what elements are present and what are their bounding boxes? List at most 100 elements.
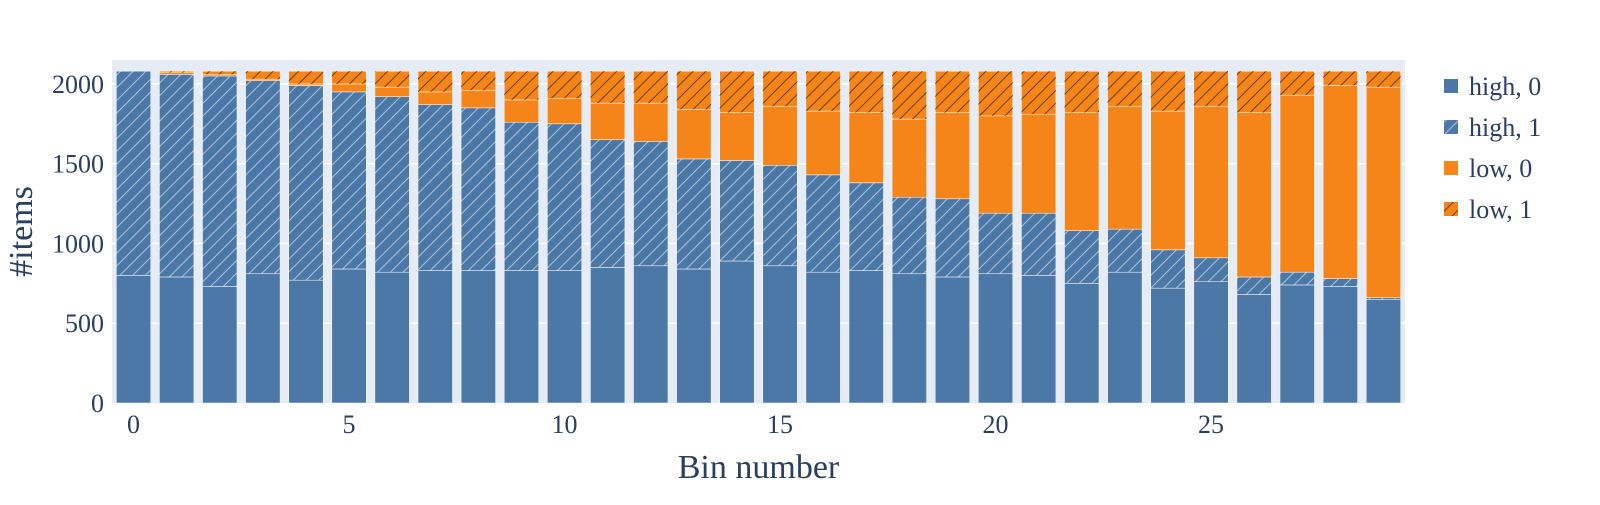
bar-high-1-bin-12-hatch <box>633 141 668 266</box>
legend[interactable]: high, 0 high, 1 low, 0 low, 1 <box>1444 72 1541 224</box>
bar-low-1-bin-2-hatch <box>202 71 237 75</box>
bar-low-0-bin-16[interactable] <box>805 110 841 176</box>
bar-low-0-bin-7[interactable] <box>417 91 453 105</box>
bar-low-0-bin-8[interactable] <box>460 90 496 109</box>
bar-high-0-bin-25[interactable] <box>1193 281 1229 404</box>
legend-label: low, 1 <box>1469 195 1532 224</box>
bar-high-0-bin-10[interactable] <box>547 270 583 404</box>
legend-swatch-hatch <box>1444 202 1458 216</box>
bar-high-1-bin-1-hatch <box>159 74 194 277</box>
bar-low-0-bin-26[interactable] <box>1236 112 1272 278</box>
bar-high-0-bin-15[interactable] <box>762 265 798 404</box>
bar-low-1-bin-11-hatch <box>590 71 625 104</box>
x-axis-title: Bin number <box>678 449 840 486</box>
bar-high-1-bin-21-hatch <box>1021 213 1056 276</box>
bar-low-1-bin-19-hatch <box>935 71 970 113</box>
legend-label: high, 0 <box>1469 72 1541 101</box>
bar-high-1-bin-8-hatch <box>461 107 496 271</box>
bar-high-0-bin-2[interactable] <box>202 286 238 404</box>
bar-high-0-bin-20[interactable] <box>978 273 1014 404</box>
bar-low-1-bin-16-hatch <box>805 71 841 112</box>
bar-high-0-bin-4[interactable] <box>288 279 324 404</box>
bar-low-0-bin-10[interactable] <box>547 98 583 125</box>
bar-high-0-bin-14[interactable] <box>719 260 755 404</box>
legend-swatch <box>1444 161 1458 175</box>
bar-low-1-bin-1-hatch <box>159 71 194 73</box>
bar-low-0-bin-27[interactable] <box>1279 94 1315 273</box>
plot-background <box>112 60 1405 403</box>
legend-item-high-0[interactable]: high, 0 <box>1444 72 1541 101</box>
bar-low-0-bin-22[interactable] <box>1064 112 1100 231</box>
bar-high-0-bin-6[interactable] <box>374 271 410 404</box>
legend-item-high-1[interactable]: high, 1 <box>1444 113 1541 142</box>
bar-high-0-bin-21[interactable] <box>1021 275 1057 404</box>
bar-high-0-bin-8[interactable] <box>460 270 496 404</box>
y-tick-labels: 0 500 1000 1500 2000 <box>52 70 104 418</box>
bar-high-0-bin-0[interactable] <box>116 275 152 404</box>
bar-high-1-bin-6-hatch <box>374 96 410 273</box>
bar-low-1-bin-21-hatch <box>1021 71 1056 115</box>
bar-high-1-bin-28-hatch <box>1323 278 1358 287</box>
bar-low-1-bin-22-hatch <box>1064 71 1099 113</box>
bar-low-0-bin-20[interactable] <box>978 115 1014 214</box>
x-tick-label: 0 <box>127 410 140 439</box>
bar-low-0-bin-15[interactable] <box>762 106 798 166</box>
bar-low-1-bin-7-hatch <box>418 71 453 92</box>
bar-high-1-bin-5-hatch <box>331 91 367 269</box>
bar-high-0-bin-26[interactable] <box>1236 294 1272 404</box>
y-tick-label: 500 <box>65 309 104 338</box>
legend-swatch <box>1444 79 1458 93</box>
bar-high-0-bin-1[interactable] <box>159 276 195 404</box>
bar-low-0-bin-17[interactable] <box>848 112 884 184</box>
bar-high-0-bin-5[interactable] <box>331 268 367 404</box>
bar-high-1-bin-26-hatch <box>1236 276 1272 295</box>
x-tick-label: 25 <box>1198 410 1224 439</box>
bar-low-0-bin-25[interactable] <box>1193 106 1229 259</box>
bar-low-0-bin-14[interactable] <box>719 112 755 161</box>
legend-item-low-0[interactable]: low, 0 <box>1444 154 1532 183</box>
bar-low-0-bin-9[interactable] <box>503 99 539 123</box>
bar-low-1-bin-3-hatch <box>245 71 281 80</box>
bar-high-1-bin-29-hatch <box>1366 297 1401 300</box>
bar-high-0-bin-7[interactable] <box>417 270 453 404</box>
bar-low-0-bin-29[interactable] <box>1365 86 1401 298</box>
x-tick-label: 5 <box>343 410 356 439</box>
bar-high-0-bin-9[interactable] <box>503 270 539 404</box>
bar-high-1-bin-17-hatch <box>849 182 884 271</box>
bar-low-0-bin-21[interactable] <box>1021 113 1057 214</box>
bar-low-0-bin-19[interactable] <box>934 112 970 200</box>
legend-item-low-1[interactable]: low, 1 <box>1444 195 1532 224</box>
bar-low-0-bin-12[interactable] <box>633 102 669 142</box>
bar-high-0-bin-12[interactable] <box>633 265 669 404</box>
bar-high-0-bin-19[interactable] <box>934 276 970 404</box>
bar-low-1-bin-23-hatch <box>1107 71 1143 107</box>
bar-low-0-bin-23[interactable] <box>1107 106 1143 230</box>
bar-low-1-bin-14-hatch <box>719 71 755 113</box>
bar-low-0-bin-5[interactable] <box>331 83 367 93</box>
bar-high-1-bin-0-hatch <box>116 71 151 276</box>
bar-high-0-bin-27[interactable] <box>1279 284 1315 404</box>
bar-low-0-bin-18[interactable] <box>891 118 927 198</box>
bar-high-1-bin-15-hatch <box>762 165 798 266</box>
bar-low-0-bin-28[interactable] <box>1322 85 1358 279</box>
bar-low-1-bin-27-hatch <box>1280 71 1315 96</box>
bar-low-0-bin-24[interactable] <box>1150 110 1186 251</box>
bar-high-0-bin-22[interactable] <box>1064 283 1100 404</box>
bar-low-0-bin-13[interactable] <box>676 109 712 160</box>
bar-low-0-bin-11[interactable] <box>590 102 626 141</box>
bar-high-0-bin-18[interactable] <box>891 273 927 404</box>
bar-high-0-bin-29[interactable] <box>1365 299 1401 404</box>
bar-low-1-bin-28-hatch <box>1323 71 1358 86</box>
bar-high-0-bin-17[interactable] <box>848 270 884 404</box>
bar-high-0-bin-23[interactable] <box>1107 271 1143 404</box>
bar-high-0-bin-24[interactable] <box>1150 287 1186 404</box>
bar-high-0-bin-28[interactable] <box>1322 286 1358 404</box>
bar-high-0-bin-11[interactable] <box>590 267 626 404</box>
bar-high-0-bin-3[interactable] <box>245 273 281 404</box>
bar-high-0-bin-13[interactable] <box>676 268 712 404</box>
x-tick-labels: 0 5 10 15 20 25 <box>127 410 1224 439</box>
bar-high-0-bin-16[interactable] <box>805 271 841 404</box>
bar-low-0-bin-6[interactable] <box>374 86 410 97</box>
bar-low-1-bin-15-hatch <box>762 71 798 107</box>
